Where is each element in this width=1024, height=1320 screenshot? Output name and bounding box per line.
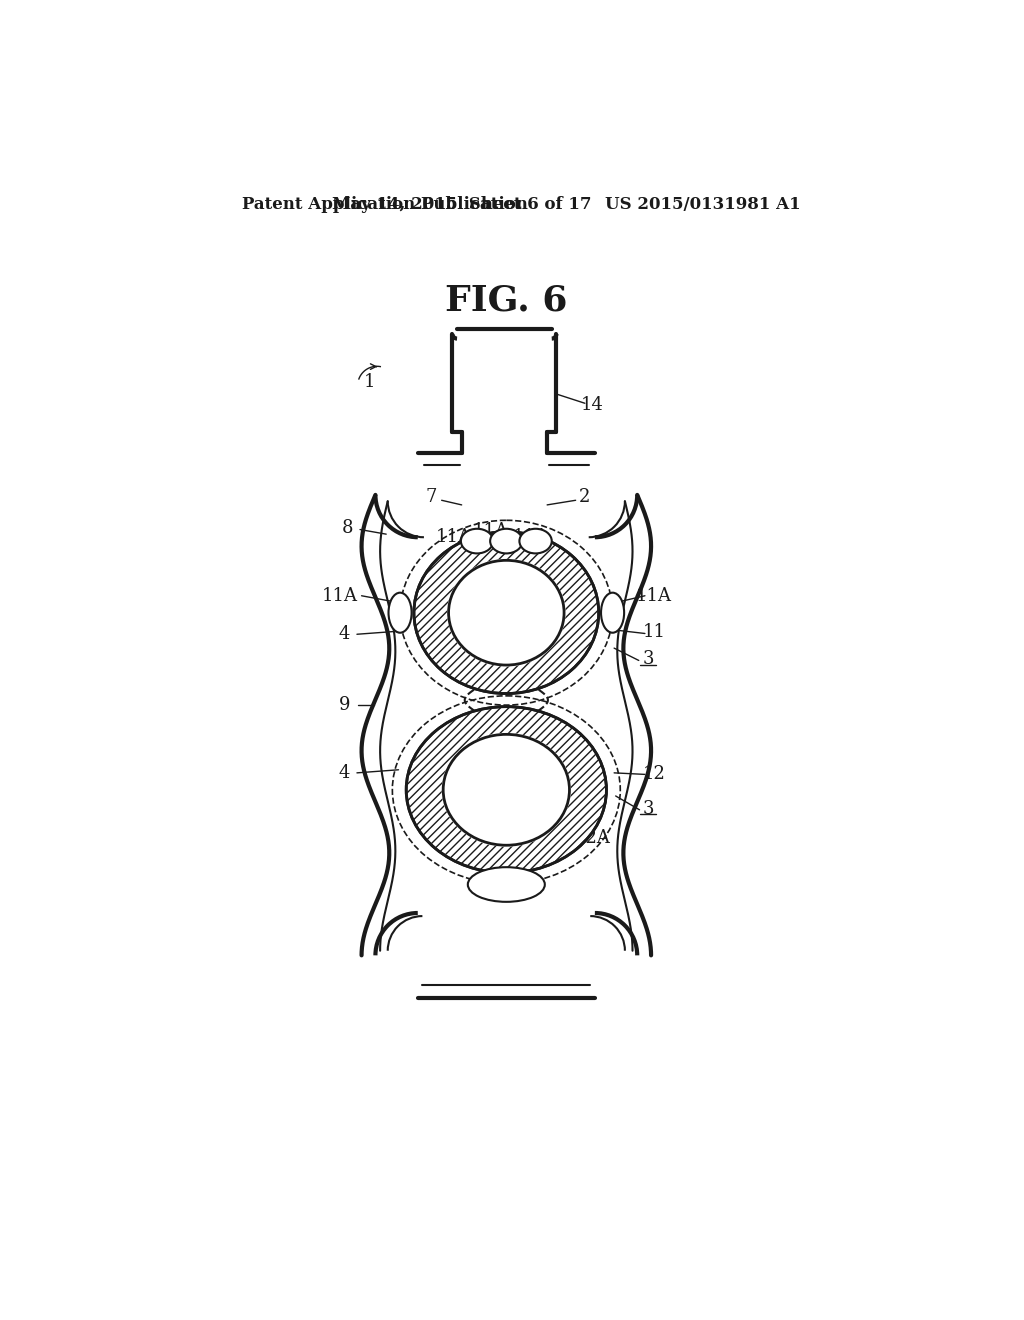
Text: FIG. 6: FIG. 6 <box>445 284 567 318</box>
Ellipse shape <box>601 593 625 632</box>
Text: 11A: 11A <box>322 587 358 605</box>
Ellipse shape <box>461 529 494 553</box>
Ellipse shape <box>441 733 571 847</box>
Text: 3: 3 <box>642 649 653 668</box>
Ellipse shape <box>519 529 552 553</box>
Text: 1: 1 <box>364 372 375 391</box>
Text: 2: 2 <box>580 488 591 506</box>
Ellipse shape <box>447 558 565 667</box>
Text: 11A: 11A <box>473 523 509 540</box>
Text: 11A: 11A <box>436 528 472 546</box>
Text: 4: 4 <box>339 626 350 643</box>
Text: 8: 8 <box>342 519 353 537</box>
Text: 12: 12 <box>643 766 666 783</box>
Ellipse shape <box>407 706 606 873</box>
Ellipse shape <box>490 529 522 553</box>
Text: 11A: 11A <box>513 528 549 546</box>
Text: 14: 14 <box>582 396 604 413</box>
Text: 12A: 12A <box>574 829 610 846</box>
Text: US 2015/0131981 A1: US 2015/0131981 A1 <box>605 197 801 213</box>
Text: 7: 7 <box>425 488 436 506</box>
Ellipse shape <box>468 867 545 902</box>
Text: 11: 11 <box>643 623 666 642</box>
Ellipse shape <box>388 593 412 632</box>
Ellipse shape <box>414 532 599 693</box>
Text: May 14, 2015  Sheet 6 of 17: May 14, 2015 Sheet 6 of 17 <box>332 197 592 213</box>
Text: 11A: 11A <box>636 587 672 605</box>
Text: 3: 3 <box>642 800 653 818</box>
Text: Patent Application Publication: Patent Application Publication <box>243 197 528 213</box>
Text: 9: 9 <box>339 696 350 714</box>
Text: 4: 4 <box>339 764 350 781</box>
